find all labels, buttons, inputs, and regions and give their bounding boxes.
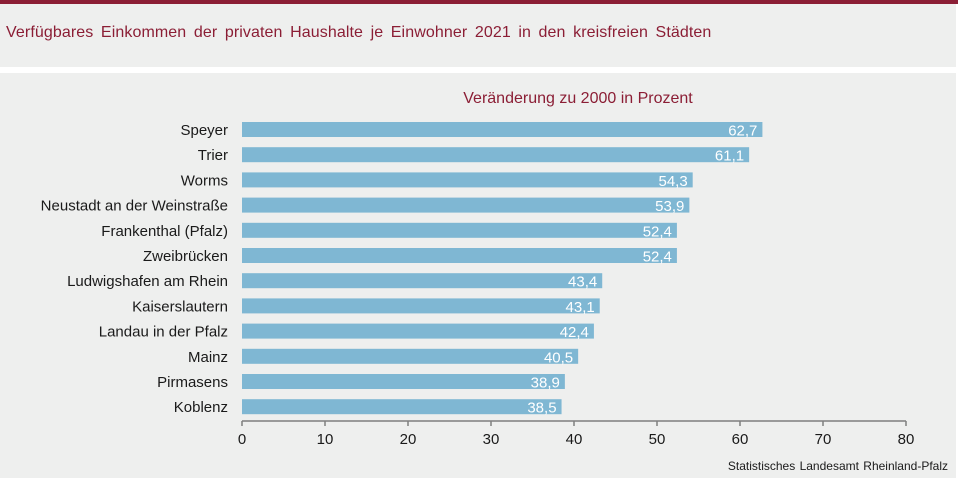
x-tick-label: 80 xyxy=(898,431,915,448)
x-tick-label: 60 xyxy=(732,431,749,448)
category-label: Pirmasens xyxy=(157,374,228,391)
category-label: Landau in der Pfalz xyxy=(99,324,228,341)
x-tick-label: 0 xyxy=(238,431,246,448)
page-title: Verfügbares Einkommen der privaten Haush… xyxy=(6,24,712,41)
category-label: Neustadt an der Weinstraße xyxy=(41,198,228,215)
category-label: Ludwigshafen am Rhein xyxy=(67,273,228,290)
x-tick-label: 20 xyxy=(400,431,417,448)
header: Verfügbares Einkommen der privaten Haush… xyxy=(0,4,958,67)
data-label: 38,5 xyxy=(527,400,556,417)
bar xyxy=(242,222,677,238)
data-label: 52,4 xyxy=(643,223,672,240)
data-label: 61,1 xyxy=(715,148,744,165)
bar xyxy=(242,298,600,314)
x-tick-label: 40 xyxy=(566,431,583,448)
data-label: 38,9 xyxy=(531,375,560,392)
x-tick-label: 30 xyxy=(483,431,500,448)
bars: Speyer 62,7 Trier 61,1 Worms 54,3 Neustadt an … xyxy=(41,122,763,417)
category-label: Koblenz xyxy=(174,399,228,416)
category-label: Kaiserslautern xyxy=(132,298,228,315)
bar xyxy=(242,172,693,188)
data-label: 42,4 xyxy=(560,324,589,341)
bar xyxy=(242,197,690,213)
right-edge xyxy=(956,4,958,478)
category-label: Zweibrücken xyxy=(143,248,228,265)
top-accent-bar xyxy=(0,0,958,4)
source-credit: Statistisches Landesamt Rheinland-Pfalz xyxy=(727,459,948,473)
x-tick-label: 50 xyxy=(649,431,666,448)
category-label: Trier xyxy=(198,147,228,164)
category-label: Worms xyxy=(181,172,228,189)
data-label: 52,4 xyxy=(643,249,672,266)
bar xyxy=(242,399,562,415)
bar xyxy=(242,273,603,289)
bar xyxy=(242,248,677,263)
x-axis: 0 10 20 30 40 50 60 70 80 xyxy=(238,420,915,448)
bar xyxy=(242,323,594,339)
bar xyxy=(242,122,763,137)
bar xyxy=(242,348,579,364)
bar-chart: Veränderung zu 2000 in Prozent Speyer 62,… xyxy=(41,90,915,448)
category-label: Mainz xyxy=(188,349,228,366)
chart-subtitle: Veränderung zu 2000 in Prozent xyxy=(463,90,693,107)
data-label: 62,7 xyxy=(728,123,757,140)
x-tick-label: 10 xyxy=(317,431,334,448)
data-label: 43,4 xyxy=(568,274,597,291)
category-label: Frankenthal (Pfalz) xyxy=(101,223,228,240)
bar xyxy=(242,374,565,389)
data-label: 54,3 xyxy=(658,173,687,190)
data-label: 53,9 xyxy=(655,198,684,215)
data-label: 40,5 xyxy=(544,349,573,366)
category-label: Speyer xyxy=(180,122,228,139)
bar xyxy=(242,147,750,163)
x-tick-label: 70 xyxy=(815,431,832,448)
header-separator xyxy=(0,67,958,73)
data-label: 43,1 xyxy=(566,299,595,316)
